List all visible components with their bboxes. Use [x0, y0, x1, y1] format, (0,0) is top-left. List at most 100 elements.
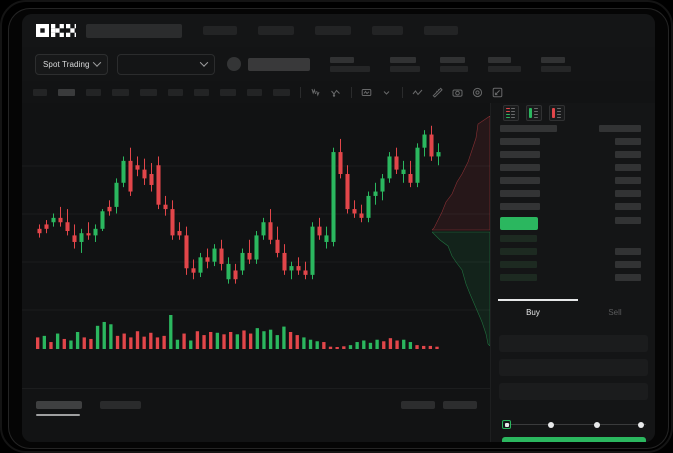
orderbook-value-8[interactable] [615, 248, 641, 255]
bottom-tab-order-history[interactable] [100, 401, 141, 409]
line-chart-icon[interactable] [330, 87, 341, 98]
timeframe-4h[interactable] [168, 88, 183, 96]
chevron-down-icon [199, 58, 208, 67]
order-field-amount[interactable] [499, 359, 648, 376]
search-input[interactable] [86, 23, 182, 38]
orderbook-row-bid-3[interactable] [500, 261, 537, 268]
orderbook-both-view-icon[interactable] [503, 105, 519, 121]
nav-item-3[interactable] [315, 26, 351, 35]
timeframe-1mo[interactable] [247, 88, 262, 96]
orderbook-value-4[interactable] [615, 177, 641, 184]
orderbook-value-7[interactable] [615, 217, 641, 224]
trading-pair-select[interactable] [116, 53, 215, 75]
price-chart-pane[interactable] [22, 103, 490, 388]
timeframe-1w[interactable] [220, 88, 236, 96]
stepper-handle[interactable] [502, 420, 511, 429]
orderbook-value-5[interactable] [615, 190, 641, 197]
spot-trading-dropdown[interactable]: Spot Trading [35, 53, 108, 75]
nav-item-1[interactable] [203, 26, 237, 35]
timeframe-30m[interactable] [112, 88, 129, 96]
nav-item-4[interactable] [372, 26, 403, 35]
stat-value [540, 65, 571, 72]
stat-24h-high [439, 56, 468, 72]
orderbook-row-ask-1[interactable] [500, 138, 540, 145]
settings-icon[interactable] [472, 87, 483, 98]
chart-toolbar [22, 81, 655, 104]
timeframe-group [22, 88, 290, 96]
orderbook-value-2[interactable] [615, 151, 641, 158]
market-stats [310, 56, 571, 72]
orderbook-value-10[interactable] [615, 274, 641, 281]
orderbook-row-bid-1[interactable] [500, 235, 537, 242]
stat-value [487, 65, 521, 72]
stat-label [389, 56, 416, 63]
orderbook-last-price[interactable] [500, 217, 538, 230]
active-tab-underline [36, 414, 80, 416]
timeframe-15m[interactable] [86, 88, 101, 96]
toolbar-divider [300, 86, 301, 98]
stepper-track [506, 424, 646, 425]
orderbook-row-ask-2[interactable] [500, 151, 540, 158]
toolbar-divider [402, 86, 403, 98]
stat-label [487, 56, 511, 63]
orderbook-row-bid-4[interactable] [500, 274, 537, 281]
orderbook-row-header[interactable] [500, 125, 557, 132]
indicators-icon[interactable] [361, 87, 372, 98]
okx-logo-icon[interactable] [36, 24, 76, 37]
orderbook-row-ask-3[interactable] [500, 164, 540, 171]
orderbook-row-ask-5[interactable] [500, 190, 540, 197]
orderbook-bids-view-icon[interactable] [526, 105, 542, 121]
trend-line-icon[interactable] [412, 87, 423, 98]
orderbook-row-bid-2[interactable] [500, 248, 537, 255]
stepper-dot-1[interactable] [548, 421, 555, 428]
tab-sell[interactable]: Sell [608, 308, 622, 317]
stat-value [389, 65, 420, 72]
orderbook-value-1[interactable] [615, 138, 641, 145]
nav-item-5[interactable] [424, 26, 458, 35]
fullscreen-icon[interactable] [492, 87, 503, 98]
bottom-action-2[interactable] [443, 401, 477, 409]
orderbook-row-ask-6[interactable] [500, 203, 540, 210]
stat-24h-change [389, 56, 420, 72]
timeframe-1h[interactable] [140, 88, 157, 96]
stat-value [329, 65, 370, 72]
bottom-action-1[interactable] [401, 401, 435, 409]
timeframe-1d[interactable] [194, 88, 209, 96]
stepper-dot-2[interactable] [593, 421, 600, 428]
tab-buy[interactable]: Buy [526, 308, 540, 317]
orderbook-value-9[interactable] [615, 261, 641, 268]
app-screen: Spot Trading [22, 14, 655, 442]
order-field-total[interactable] [499, 383, 648, 400]
timeframe-5m[interactable] [58, 88, 75, 96]
orderbook-rows[interactable] [491, 125, 655, 298]
bottom-tab-open-orders[interactable] [36, 401, 82, 409]
pair-name-placeholder [247, 57, 310, 71]
orderbook-view-toggles [503, 105, 565, 121]
order-field-price[interactable] [499, 335, 648, 352]
orderbook-value-header[interactable] [599, 125, 641, 132]
stat-last-price [329, 56, 370, 72]
orderbook-row-ask-4[interactable] [500, 177, 540, 184]
orderbook-value-3[interactable] [615, 164, 641, 171]
ruler-icon[interactable] [432, 87, 443, 98]
stepper-dot-3[interactable] [638, 421, 644, 428]
timeframe-1m[interactable] [33, 88, 47, 96]
stat-label [439, 56, 465, 63]
orderbook-asks-view-icon[interactable] [549, 105, 565, 121]
volume-series [36, 315, 439, 349]
stat-label [329, 56, 354, 63]
chevron-down-icon[interactable] [381, 87, 392, 98]
candlestick-chart-icon[interactable] [310, 87, 321, 98]
timeframe-more[interactable] [273, 88, 290, 96]
spot-trading-label: Spot Trading [43, 59, 90, 69]
nav-item-2[interactable] [258, 26, 294, 35]
order-amount-stepper[interactable] [502, 420, 646, 429]
depth-chart-overlay [432, 116, 490, 346]
place-buy-order-button[interactable] [502, 437, 646, 442]
toolbar-divider [351, 86, 352, 98]
coin-avatar-icon [226, 57, 241, 71]
camera-icon[interactable] [452, 87, 463, 98]
order-entry-panel: Buy Sell [490, 103, 655, 442]
orderbook-value-6[interactable] [615, 203, 641, 210]
